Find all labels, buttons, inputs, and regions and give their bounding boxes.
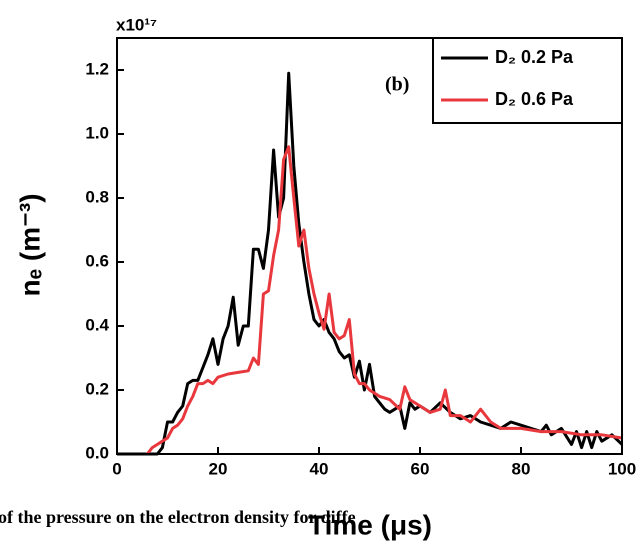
caption: of the pressure on the electron density …	[0, 507, 356, 527]
x-tick-label: 80	[512, 459, 531, 478]
x-tick-label: 20	[209, 459, 228, 478]
x-axis-label: Time (μs)	[308, 509, 432, 540]
y-tick-label: 0.0	[85, 443, 109, 462]
y-tick-label: 0.8	[85, 187, 109, 206]
x-tick-label: 0	[112, 459, 121, 478]
y-tick-label: 0.6	[85, 251, 109, 270]
y-tick-label: 0.2	[85, 379, 109, 398]
x-tick-label: 100	[608, 459, 636, 478]
x-tick-label: 40	[310, 459, 329, 478]
y-tick-label: 1.0	[85, 123, 109, 142]
data-line	[146, 145, 623, 455]
legend-label: D₂ 0.2 Pa	[495, 47, 574, 67]
x-tick-label: 60	[411, 459, 430, 478]
annotation: (b)	[385, 74, 409, 96]
plot-frame	[116, 37, 623, 455]
y-axis-label: nₑ (m⁻³)	[14, 193, 45, 296]
y-tick-label: 0.4	[85, 315, 109, 334]
legend-label: D₂ 0.6 Pa	[495, 89, 574, 109]
y-multiplier: x10¹⁷	[116, 15, 157, 34]
legend-box	[432, 37, 623, 124]
y-tick-label: 1.2	[85, 59, 109, 78]
